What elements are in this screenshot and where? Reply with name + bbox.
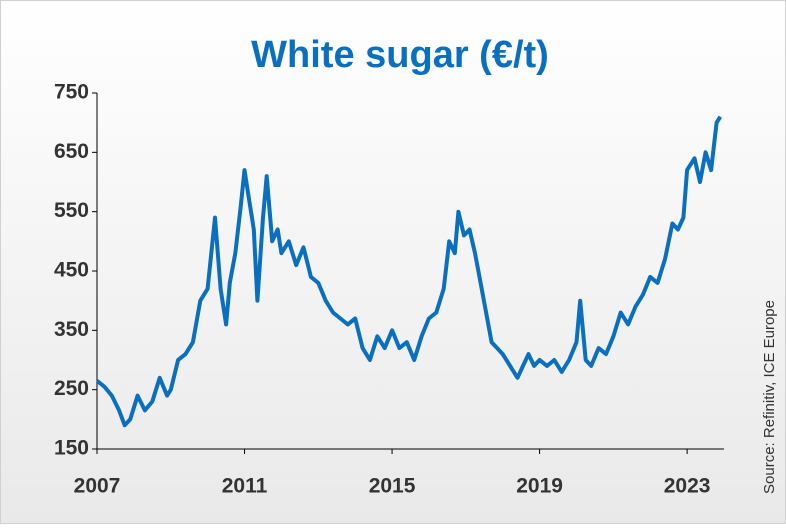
source-note: Source: Refinitiv, ICE Europe [761,300,778,494]
chart-title: White sugar (€/t) [251,34,549,76]
y-tick-label: 250 [54,377,89,400]
x-tick-label: 2023 [664,475,711,498]
price-line [95,115,723,428]
y-tick-label: 550 [54,199,89,222]
x-tick-label: 2011 [222,475,268,498]
y-tick-label: 450 [54,259,89,282]
x-tick-label: 2007 [74,475,121,498]
x-tick-label: 2019 [516,475,563,498]
y-tick-label: 750 [54,81,89,104]
y-tick-label: 650 [54,140,89,163]
y-tick-label: 150 [54,437,89,460]
x-tick-label: 2015 [369,475,416,498]
y-tick-label: 350 [54,318,89,341]
